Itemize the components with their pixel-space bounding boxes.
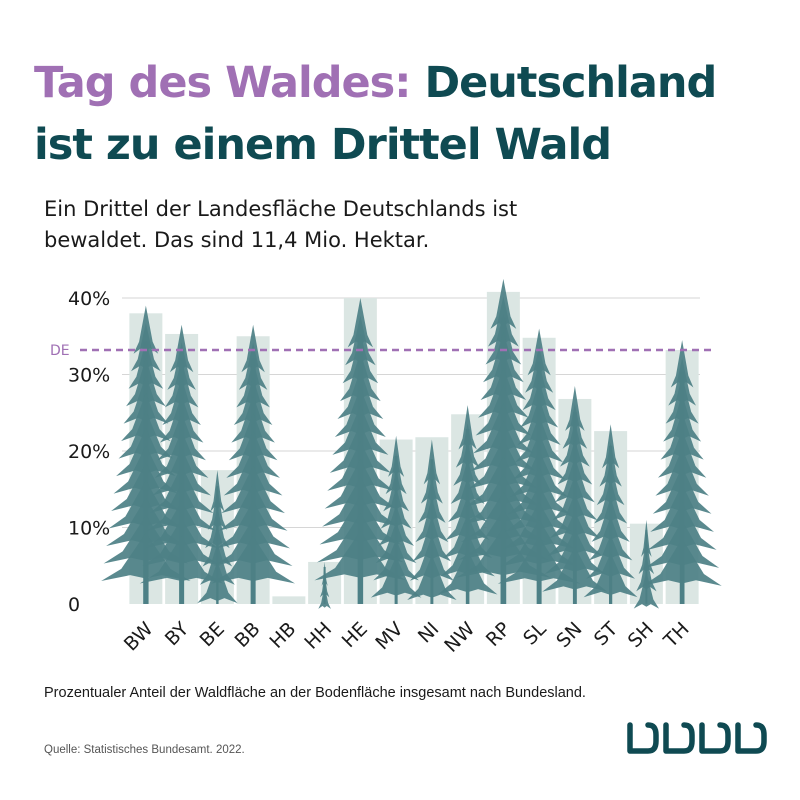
tree-icon xyxy=(542,385,608,604)
x-tick-label: BB xyxy=(231,618,265,652)
chart-caption: Prozentualer Anteil der Waldfläche an de… xyxy=(44,685,586,701)
y-tick-label: 20% xyxy=(68,441,110,463)
tree-icon xyxy=(318,561,331,609)
x-tick-label: TH xyxy=(659,618,694,653)
tree-icon xyxy=(139,324,224,604)
brand-logo-icon xyxy=(627,722,767,754)
tree-icon xyxy=(211,324,296,604)
x-tick-label: BY xyxy=(161,618,194,651)
subtitle: Ein Drittel der Landesfläche Deutschland… xyxy=(44,197,518,252)
x-tick-label: HE xyxy=(338,618,372,652)
x-tick-label: MV xyxy=(371,618,407,654)
source-note: Quelle: Statistisches Bundesamt. 2022. xyxy=(44,744,245,756)
x-tick-label: SH xyxy=(624,618,658,652)
x-tick-label: SL xyxy=(519,618,551,650)
y-tick-label: 30% xyxy=(68,365,110,387)
title-accent: Tag des Waldes: xyxy=(34,58,411,108)
x-tick-label: BW xyxy=(120,618,158,656)
y-axis-ticks: 0 10% 20% 30% 40% xyxy=(68,288,110,616)
x-tick-label: NI xyxy=(414,618,444,648)
tree-icon xyxy=(101,305,191,604)
tree-icon xyxy=(314,298,407,604)
x-tick-label: NW xyxy=(440,618,479,657)
trees xyxy=(101,278,722,609)
tree-icon xyxy=(370,435,422,604)
y-tick-label: 0 xyxy=(68,594,80,616)
x-tick-label: RP xyxy=(482,618,515,651)
reference-line-label: DE xyxy=(50,343,70,359)
x-tick-label: HH xyxy=(300,618,336,654)
x-tick-label: HB xyxy=(266,618,301,653)
tree-icon xyxy=(407,439,457,604)
page-title: Tag des Waldes: Deutschland ist zu einem… xyxy=(34,52,774,176)
bar-hb xyxy=(272,596,306,604)
title-main: Deutschland ist zu einem Drittel Wald xyxy=(34,58,717,170)
tree-icon xyxy=(497,328,581,604)
y-tick-label: 10% xyxy=(68,518,110,540)
x-tick-label: ST xyxy=(590,618,623,651)
tree-icon xyxy=(642,340,722,604)
y-tick-label: 40% xyxy=(68,288,110,310)
x-tick-label: BE xyxy=(196,618,229,651)
x-tick-label: SN xyxy=(552,618,586,652)
tree-icon xyxy=(583,424,638,604)
